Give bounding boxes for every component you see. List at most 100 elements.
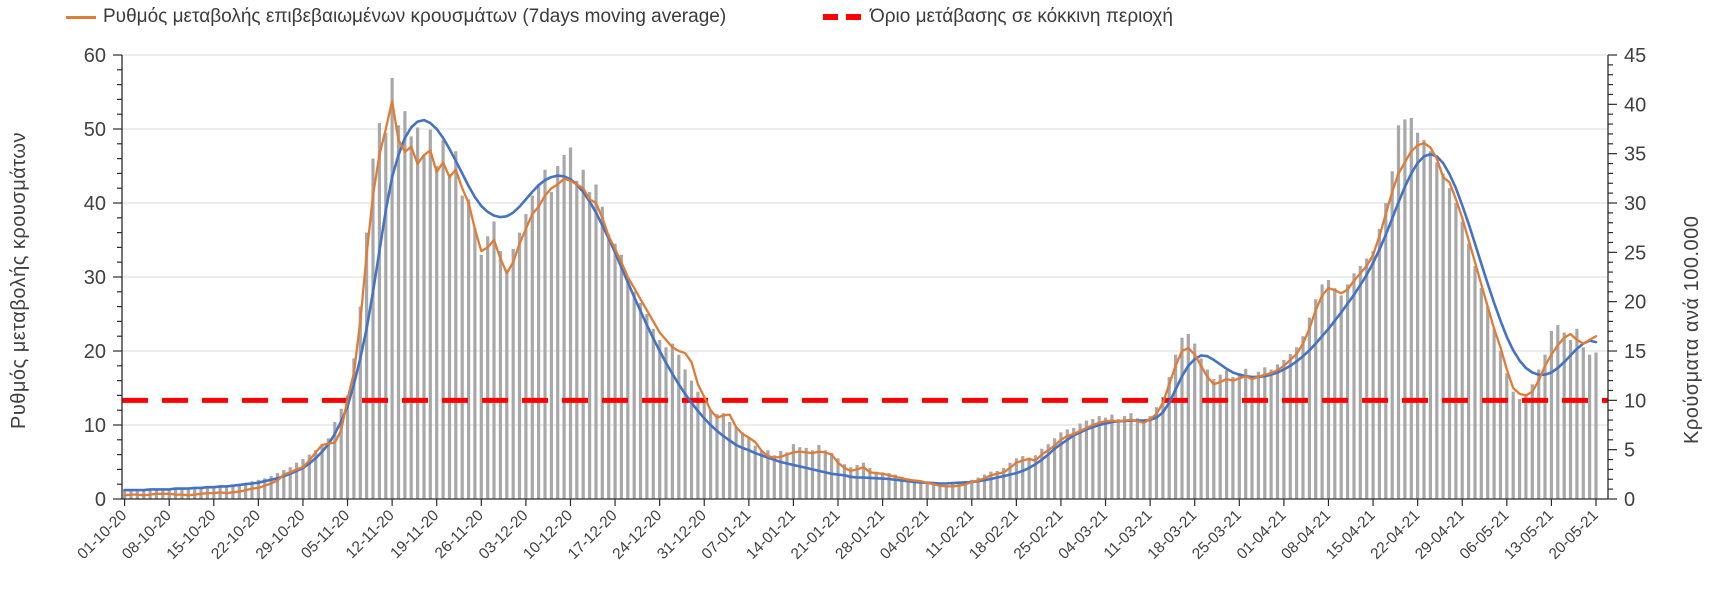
- bar: [1473, 265, 1477, 499]
- bar: [785, 452, 789, 499]
- bar: [1205, 369, 1209, 499]
- bar: [658, 339, 662, 499]
- bar: [556, 166, 560, 499]
- bar: [715, 413, 719, 499]
- bar: [568, 147, 573, 499]
- bar: [320, 444, 324, 499]
- bar: [1454, 203, 1458, 499]
- ma-line-swatch-icon: [66, 15, 96, 19]
- bar: [740, 432, 745, 499]
- bar: [734, 427, 738, 499]
- bar: [791, 444, 795, 499]
- bar: [900, 476, 904, 499]
- bar: [307, 454, 311, 499]
- bar: [1263, 367, 1267, 499]
- bar: [326, 438, 330, 499]
- bar: [1447, 188, 1452, 499]
- bar: [1212, 379, 1216, 499]
- bar: [600, 206, 604, 499]
- bar: [1167, 376, 1171, 499]
- bar: [1103, 417, 1108, 499]
- bar: [1040, 448, 1044, 499]
- bar: [1180, 337, 1184, 499]
- bar: [1460, 221, 1464, 499]
- bar: [1562, 332, 1566, 499]
- bar: [1365, 258, 1369, 499]
- bar: [1511, 391, 1515, 499]
- bar: [1492, 328, 1496, 499]
- bar: [670, 343, 674, 499]
- left-tick-label: 10: [84, 415, 106, 437]
- bar: [422, 154, 426, 499]
- bar: [1059, 432, 1063, 499]
- bar: [1352, 273, 1356, 499]
- bar: [543, 169, 547, 499]
- bar: [664, 347, 668, 499]
- right-tick-label: 35: [1624, 144, 1646, 166]
- left-tick-label: 30: [84, 267, 106, 289]
- bar: [1046, 444, 1050, 499]
- bar: [1530, 384, 1534, 499]
- bar: [689, 380, 694, 499]
- bar: [1403, 119, 1407, 500]
- bar: [403, 111, 407, 499]
- ma-line: [123, 99, 1598, 497]
- bar: [1409, 117, 1413, 500]
- bar: [957, 482, 961, 499]
- bar: [1396, 125, 1401, 500]
- bar: [619, 254, 623, 499]
- bar: [919, 480, 923, 499]
- bar: [581, 169, 585, 499]
- bar: [1231, 376, 1235, 499]
- bar: [976, 477, 980, 499]
- threshold-dash-swatch-icon: [823, 14, 863, 20]
- bar: [709, 410, 713, 499]
- x-tick-label: 20-05-21: [1546, 507, 1602, 563]
- bar: [810, 450, 815, 499]
- right-tick-label: 20: [1624, 292, 1646, 314]
- bar: [492, 221, 496, 499]
- bar: [352, 358, 356, 499]
- bar: [932, 483, 936, 499]
- bar: [1282, 359, 1286, 499]
- bar: [766, 450, 770, 499]
- bar: [1053, 438, 1057, 499]
- bar: [1078, 423, 1082, 499]
- bar: [989, 471, 993, 499]
- bar: [193, 487, 197, 499]
- bar: [524, 214, 528, 499]
- bar: [1339, 295, 1343, 499]
- bar: [295, 462, 299, 499]
- bar: [479, 254, 483, 499]
- bar: [1543, 354, 1547, 499]
- left-tick-label: 20: [84, 341, 106, 363]
- bar: [728, 422, 732, 499]
- bar: [1065, 429, 1069, 499]
- right-tick-label: 40: [1624, 94, 1646, 116]
- bar: [760, 450, 764, 499]
- bar: [275, 473, 280, 499]
- bar: [1244, 368, 1248, 499]
- bar: [798, 447, 802, 499]
- bar: [1148, 416, 1152, 499]
- right-tick-label: 0: [1624, 489, 1635, 511]
- bar: [772, 455, 776, 499]
- bar: [1142, 422, 1146, 499]
- bar: [951, 484, 955, 499]
- bar: [607, 234, 611, 499]
- bar: [1537, 369, 1541, 499]
- bar: [893, 474, 897, 499]
- bars-series: [123, 77, 1598, 500]
- bar: [537, 184, 541, 499]
- bar: [1320, 284, 1324, 499]
- bar: [1072, 428, 1076, 499]
- bar: [1568, 339, 1573, 499]
- bar: [1225, 370, 1229, 499]
- x-tick-label: 04-03-21: [1055, 507, 1111, 563]
- right-tick-label: 30: [1624, 193, 1646, 215]
- bar: [396, 125, 401, 500]
- bar: [1174, 354, 1178, 499]
- bar: [530, 195, 534, 499]
- bar: [1549, 331, 1553, 499]
- bar: [1033, 455, 1038, 499]
